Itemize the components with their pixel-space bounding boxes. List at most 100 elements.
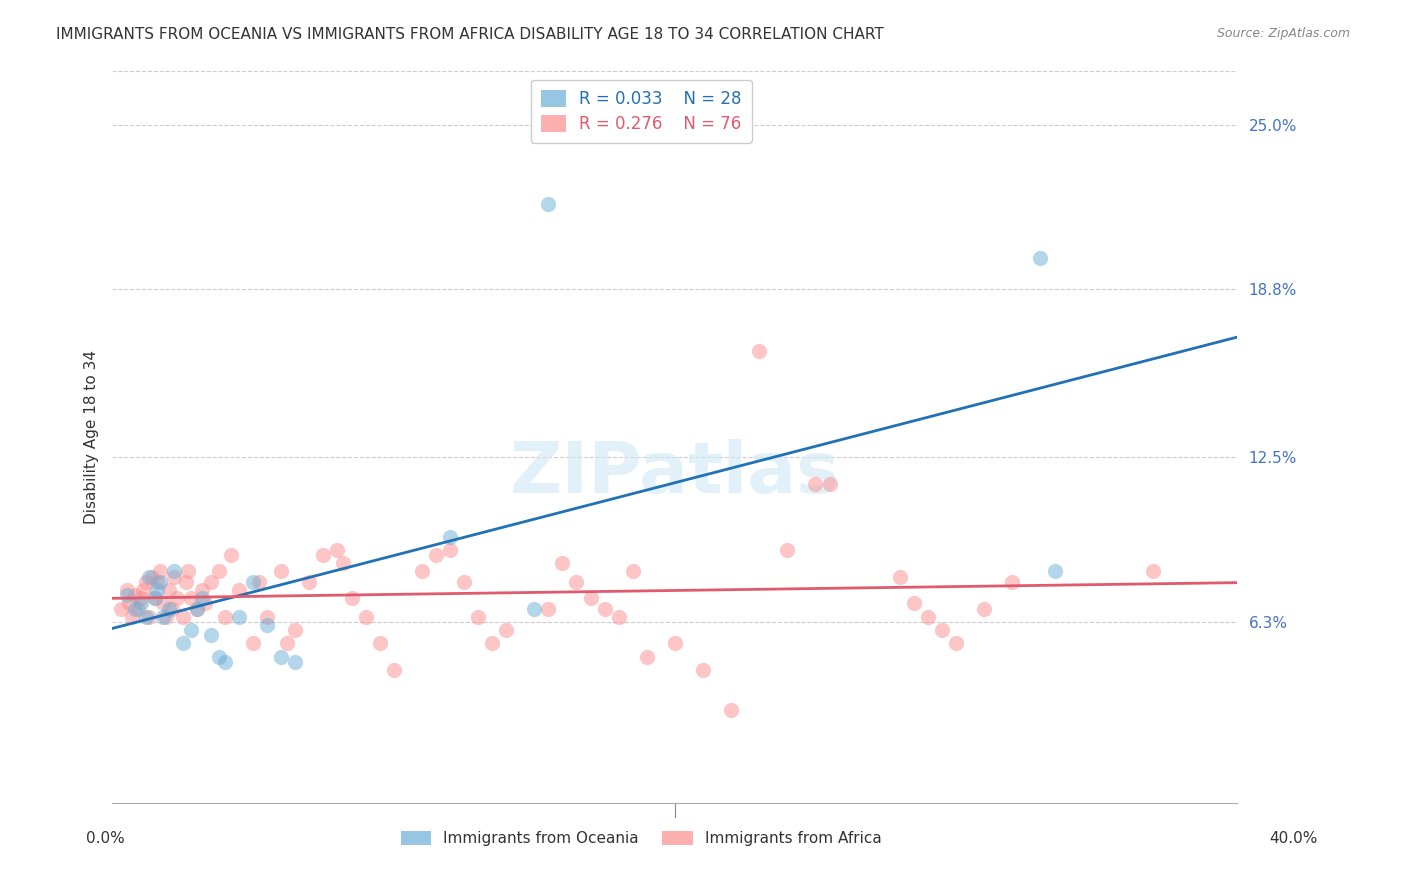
- Point: [191, 582, 214, 597]
- Point: [312, 549, 335, 563]
- Point: [160, 601, 183, 615]
- Text: ZIPatlas: ZIPatlas: [510, 439, 839, 508]
- Point: [621, 565, 644, 579]
- Point: [284, 655, 307, 669]
- Point: [270, 565, 292, 579]
- Point: [242, 575, 264, 590]
- Point: [340, 591, 363, 605]
- Point: [903, 596, 925, 610]
- Text: Source: ZipAtlas.com: Source: ZipAtlas.com: [1216, 27, 1350, 40]
- Point: [720, 703, 742, 717]
- Point: [931, 623, 953, 637]
- Point: [776, 543, 799, 558]
- Point: [247, 575, 270, 590]
- Point: [143, 591, 166, 605]
- Point: [537, 601, 560, 615]
- Point: [163, 565, 186, 579]
- Point: [284, 623, 307, 637]
- Point: [194, 596, 217, 610]
- Point: [523, 601, 546, 615]
- Point: [208, 649, 231, 664]
- Point: [945, 636, 967, 650]
- Point: [439, 543, 461, 558]
- Point: [180, 623, 202, 637]
- Point: [270, 649, 292, 664]
- Point: [149, 575, 172, 590]
- Point: [973, 601, 995, 615]
- Point: [467, 609, 489, 624]
- Point: [152, 609, 174, 624]
- Point: [228, 609, 250, 624]
- Point: [124, 601, 146, 615]
- Point: [481, 636, 503, 650]
- Point: [579, 591, 602, 605]
- Point: [664, 636, 686, 650]
- Point: [174, 575, 197, 590]
- Point: [149, 565, 172, 579]
- Point: [177, 565, 200, 579]
- Point: [439, 530, 461, 544]
- Point: [157, 601, 180, 615]
- Point: [115, 588, 138, 602]
- Point: [242, 636, 264, 650]
- Point: [1029, 251, 1052, 265]
- Point: [636, 649, 658, 664]
- Point: [118, 596, 141, 610]
- Point: [141, 570, 163, 584]
- Point: [425, 549, 447, 563]
- Point: [256, 609, 278, 624]
- Point: [208, 565, 231, 579]
- Point: [354, 609, 377, 624]
- Point: [917, 609, 939, 624]
- Point: [889, 570, 911, 584]
- Point: [551, 557, 574, 571]
- Point: [537, 197, 560, 211]
- Point: [152, 596, 174, 610]
- Point: [607, 609, 630, 624]
- Point: [186, 601, 208, 615]
- Point: [495, 623, 517, 637]
- Point: [191, 591, 214, 605]
- Point: [129, 591, 152, 605]
- Point: [115, 582, 138, 597]
- Point: [1001, 575, 1024, 590]
- Y-axis label: Disability Age 18 to 34: Disability Age 18 to 34: [83, 350, 98, 524]
- Point: [298, 575, 321, 590]
- Point: [200, 575, 222, 590]
- Point: [228, 582, 250, 597]
- Point: [453, 575, 475, 590]
- Point: [143, 591, 166, 605]
- Point: [135, 575, 157, 590]
- Point: [138, 609, 160, 624]
- Point: [166, 591, 188, 605]
- Point: [186, 601, 208, 615]
- Point: [276, 636, 298, 650]
- Point: [818, 476, 841, 491]
- Point: [382, 663, 405, 677]
- Point: [214, 655, 236, 669]
- Point: [593, 601, 616, 615]
- Point: [157, 582, 180, 597]
- Point: [129, 596, 152, 610]
- Point: [1142, 565, 1164, 579]
- Point: [132, 582, 155, 597]
- Legend: Immigrants from Oceania, Immigrants from Africa: Immigrants from Oceania, Immigrants from…: [394, 823, 889, 854]
- Point: [411, 565, 433, 579]
- Point: [804, 476, 827, 491]
- Point: [326, 543, 349, 558]
- Point: [172, 636, 194, 650]
- Point: [124, 588, 146, 602]
- Point: [219, 549, 242, 563]
- Point: [214, 609, 236, 624]
- Point: [138, 570, 160, 584]
- Point: [135, 609, 157, 624]
- Point: [200, 628, 222, 642]
- Point: [256, 617, 278, 632]
- Point: [155, 609, 177, 624]
- Text: IMMIGRANTS FROM OCEANIA VS IMMIGRANTS FROM AFRICA DISABILITY AGE 18 TO 34 CORREL: IMMIGRANTS FROM OCEANIA VS IMMIGRANTS FR…: [56, 27, 884, 42]
- Point: [121, 609, 143, 624]
- Point: [110, 601, 132, 615]
- Text: 0.0%: 0.0%: [86, 831, 125, 846]
- Text: 40.0%: 40.0%: [1270, 831, 1317, 846]
- Point: [565, 575, 588, 590]
